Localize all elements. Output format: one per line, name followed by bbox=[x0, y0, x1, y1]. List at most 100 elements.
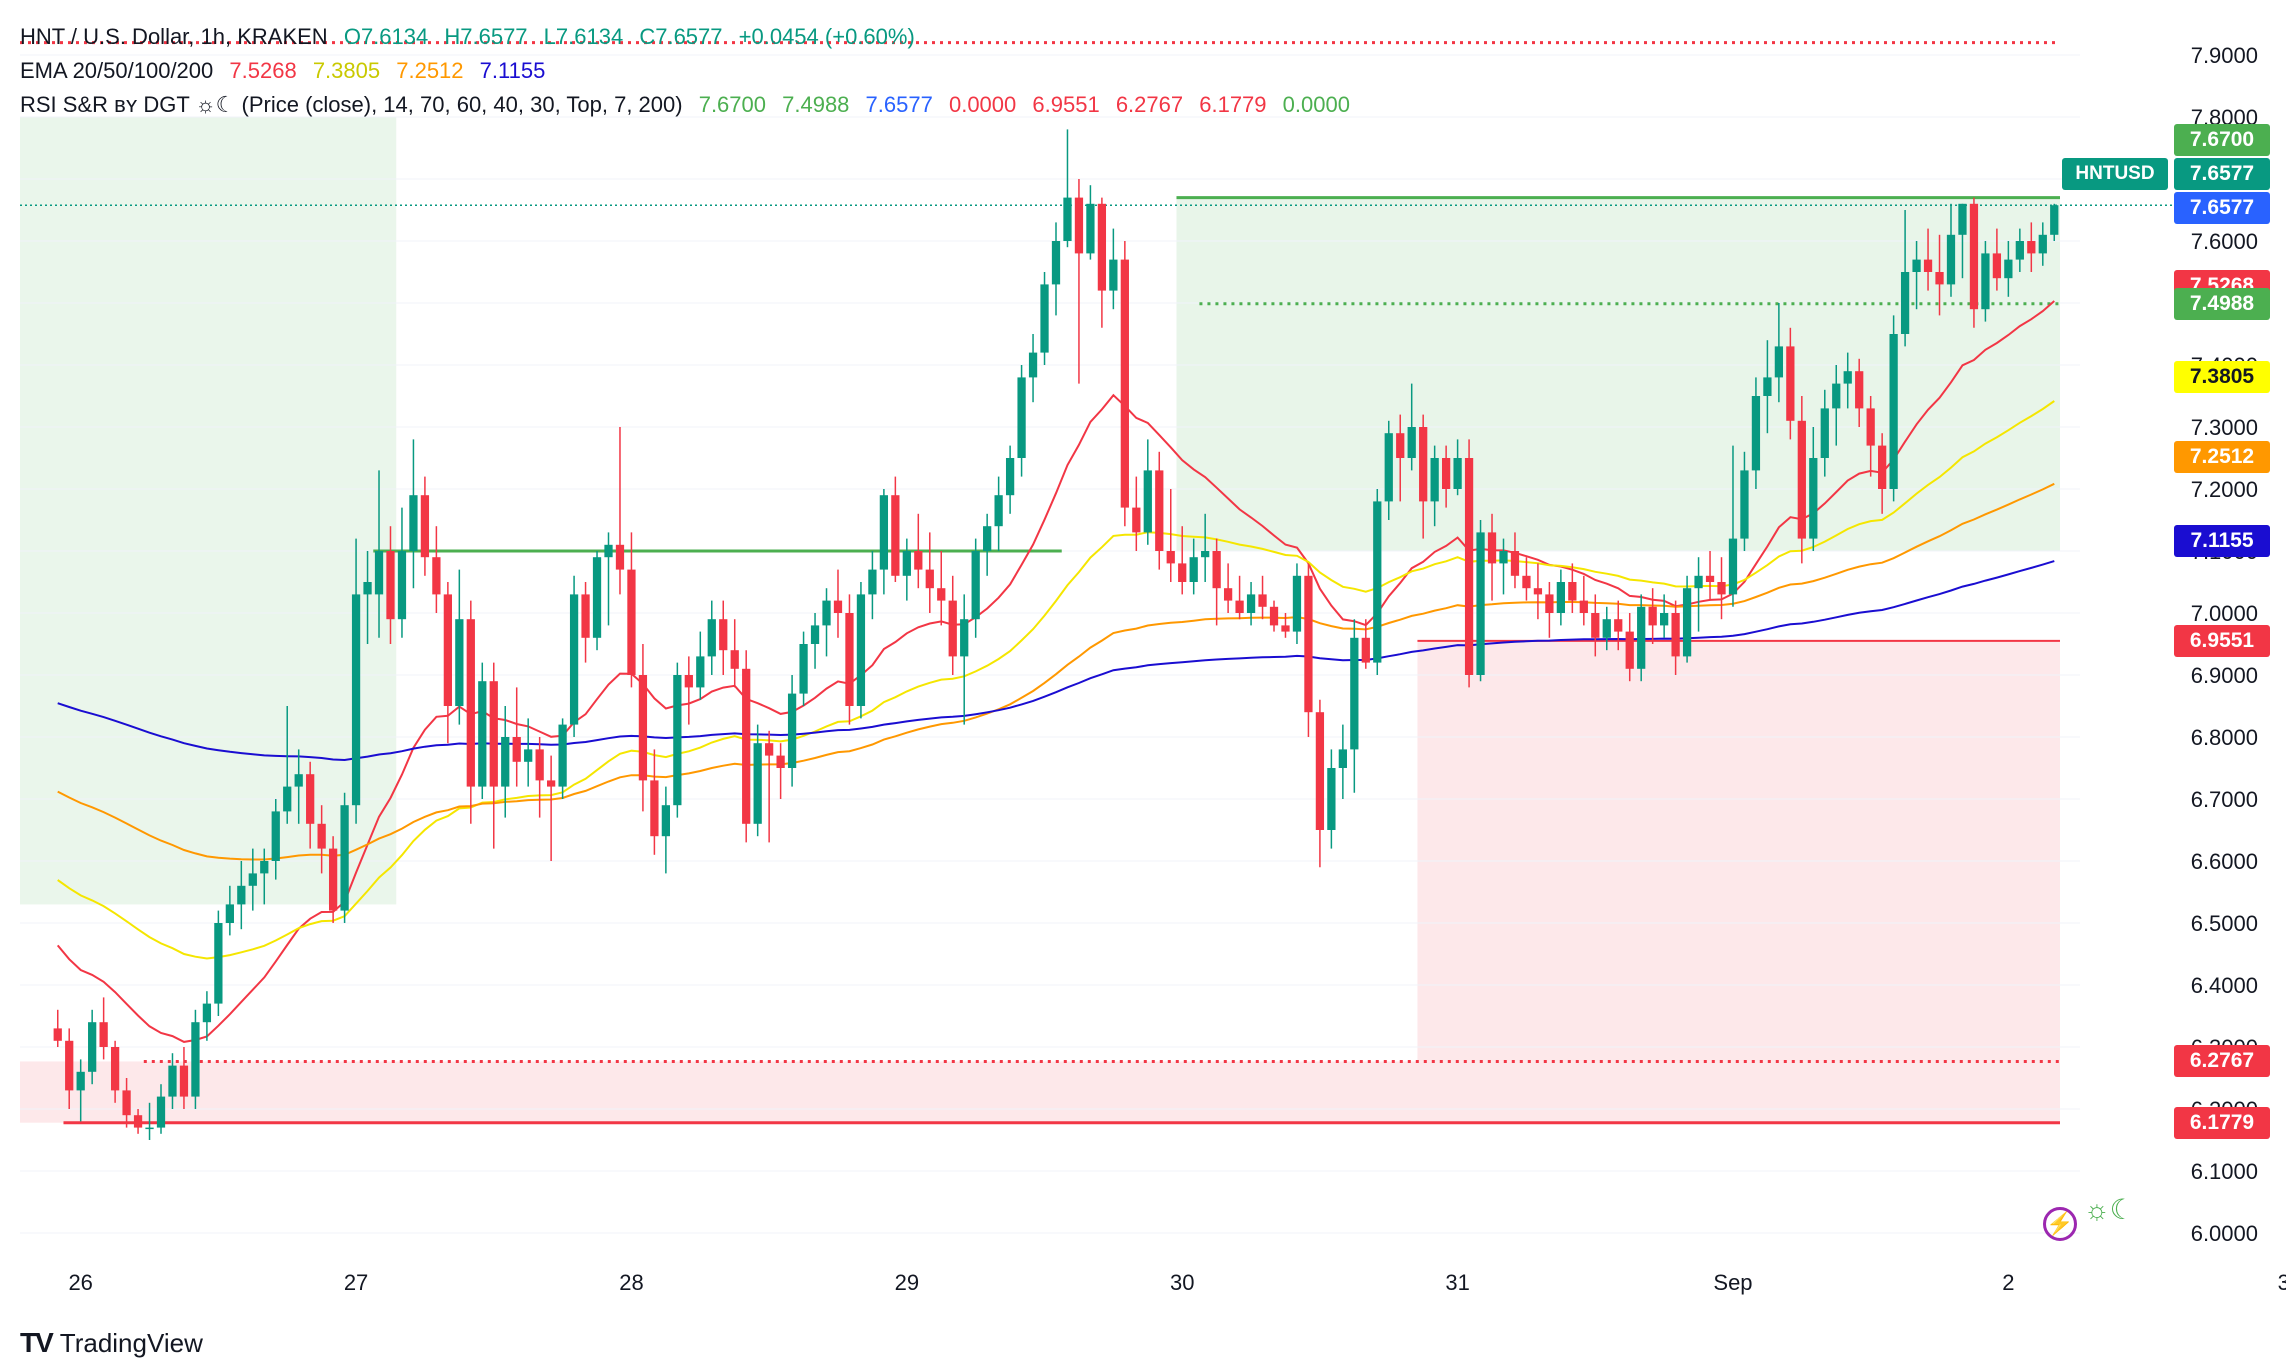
candle-body bbox=[1740, 470, 1749, 539]
candle bbox=[810, 613, 820, 669]
candles bbox=[53, 129, 2059, 1140]
candle bbox=[271, 799, 280, 880]
symbol-legend: HNT / U.S. Dollar, 1h, KRAKEN O7.6134 H7… bbox=[20, 24, 925, 50]
price-tick-label: 6.7000 bbox=[2191, 787, 2258, 812]
price-tag: 7.1155 bbox=[2174, 525, 2270, 558]
candle-body bbox=[374, 551, 384, 595]
candle bbox=[1591, 594, 1600, 657]
candle bbox=[879, 489, 889, 595]
tradingview-logo[interactable]: TV TradingView bbox=[20, 1327, 203, 1359]
candle bbox=[937, 551, 946, 626]
candle-body bbox=[260, 861, 269, 874]
candle-body bbox=[340, 805, 349, 911]
candle-body bbox=[1912, 259, 1921, 272]
candle bbox=[868, 551, 877, 620]
candle-body bbox=[1682, 588, 1692, 657]
candle bbox=[1373, 489, 1382, 675]
candle-body bbox=[1533, 588, 1543, 595]
price-tick-label: 7.6000 bbox=[2191, 229, 2258, 254]
candle-body bbox=[53, 1028, 62, 1041]
candle bbox=[1338, 724, 1347, 799]
candle bbox=[2015, 228, 2024, 272]
candle-body bbox=[501, 737, 510, 787]
candle bbox=[1671, 600, 1680, 675]
candle bbox=[1051, 222, 1061, 316]
candle-body bbox=[799, 644, 808, 694]
ema50-value: 7.3805 bbox=[312, 58, 381, 83]
candle bbox=[1361, 619, 1370, 669]
candle-body bbox=[1878, 445, 1887, 489]
candle-body bbox=[1958, 203, 1967, 235]
candle bbox=[524, 718, 533, 787]
candle bbox=[1327, 749, 1336, 849]
candle bbox=[512, 687, 521, 787]
candle-body bbox=[1223, 588, 1233, 601]
candle bbox=[787, 675, 797, 787]
candle bbox=[110, 1040, 120, 1103]
candle bbox=[1155, 451, 1164, 570]
brand-name: TradingView bbox=[59, 1327, 203, 1358]
candle bbox=[1407, 383, 1416, 471]
sun-moon-icon[interactable]: ☼☾ bbox=[2084, 1194, 2135, 1225]
candle bbox=[765, 730, 774, 843]
pair-title[interactable]: HNT / U.S. Dollar, 1h, KRAKEN bbox=[20, 24, 328, 49]
candle bbox=[1717, 557, 1726, 620]
candle bbox=[1728, 445, 1738, 607]
candle bbox=[1969, 197, 1979, 328]
candle bbox=[1430, 445, 1439, 527]
candle-body bbox=[742, 668, 751, 824]
candle bbox=[374, 470, 384, 638]
candle bbox=[156, 1084, 166, 1134]
candle bbox=[1235, 575, 1244, 620]
candle-body bbox=[1786, 346, 1795, 421]
price-tick-label: 7.3000 bbox=[2191, 415, 2258, 440]
candle-body bbox=[1487, 532, 1497, 564]
candle bbox=[1476, 520, 1485, 682]
candle-body bbox=[1235, 600, 1244, 613]
candle bbox=[1855, 358, 1864, 427]
open-value: O7.6134 bbox=[343, 24, 429, 49]
candle-body bbox=[248, 873, 257, 886]
rsi-value-4: 0.0000 bbox=[948, 92, 1017, 117]
candle bbox=[1786, 327, 1795, 440]
candle bbox=[1453, 439, 1462, 496]
symbol-price-tag[interactable]: HNTUSD bbox=[2062, 158, 2168, 190]
candle-body bbox=[1338, 749, 1347, 768]
candle-body bbox=[110, 1047, 120, 1091]
candle bbox=[1086, 185, 1095, 260]
price-tick-label: 7.0000 bbox=[2191, 601, 2258, 626]
candle bbox=[1384, 420, 1393, 520]
candle-body bbox=[1660, 613, 1669, 626]
candle-body bbox=[1143, 470, 1152, 533]
candle bbox=[2038, 222, 2047, 266]
candle-body bbox=[1464, 458, 1474, 675]
candle bbox=[845, 594, 854, 725]
candle bbox=[535, 737, 544, 818]
candle-body bbox=[879, 495, 889, 570]
candle bbox=[1281, 613, 1290, 638]
candle bbox=[1132, 476, 1141, 551]
candle-body bbox=[1694, 575, 1703, 589]
candle bbox=[753, 724, 762, 837]
candle-body bbox=[810, 625, 820, 644]
candle-body bbox=[1407, 427, 1416, 458]
candle-body bbox=[1969, 203, 1979, 310]
ema-legend[interactable]: EMA 20/50/100/200 7.5268 7.3805 7.2512 7… bbox=[20, 58, 555, 84]
candle-body bbox=[202, 1003, 212, 1023]
rsi-value-6: 6.2767 bbox=[1115, 92, 1184, 117]
candle-body bbox=[1074, 197, 1084, 254]
candle bbox=[925, 532, 934, 613]
candle-body bbox=[1109, 259, 1118, 291]
rsi-legend[interactable]: RSI S&R ʙʏ DGT ☼☾ (Price (close), 14, 70… bbox=[20, 92, 1360, 118]
price-tag: 6.1779 bbox=[2174, 1106, 2270, 1139]
lightning-icon[interactable]: ⚡ bbox=[2043, 1207, 2077, 1241]
candle-body bbox=[1614, 619, 1623, 632]
rsi-value-2: 7.4988 bbox=[782, 92, 850, 117]
time-tick-label: Sep bbox=[1713, 1270, 1752, 1295]
candle-body bbox=[432, 557, 441, 595]
candle-body bbox=[1396, 433, 1405, 458]
candle-body bbox=[1510, 551, 1520, 576]
time-tick-label: 2 bbox=[2002, 1270, 2014, 1295]
price-tag: 7.4988 bbox=[2174, 287, 2270, 320]
